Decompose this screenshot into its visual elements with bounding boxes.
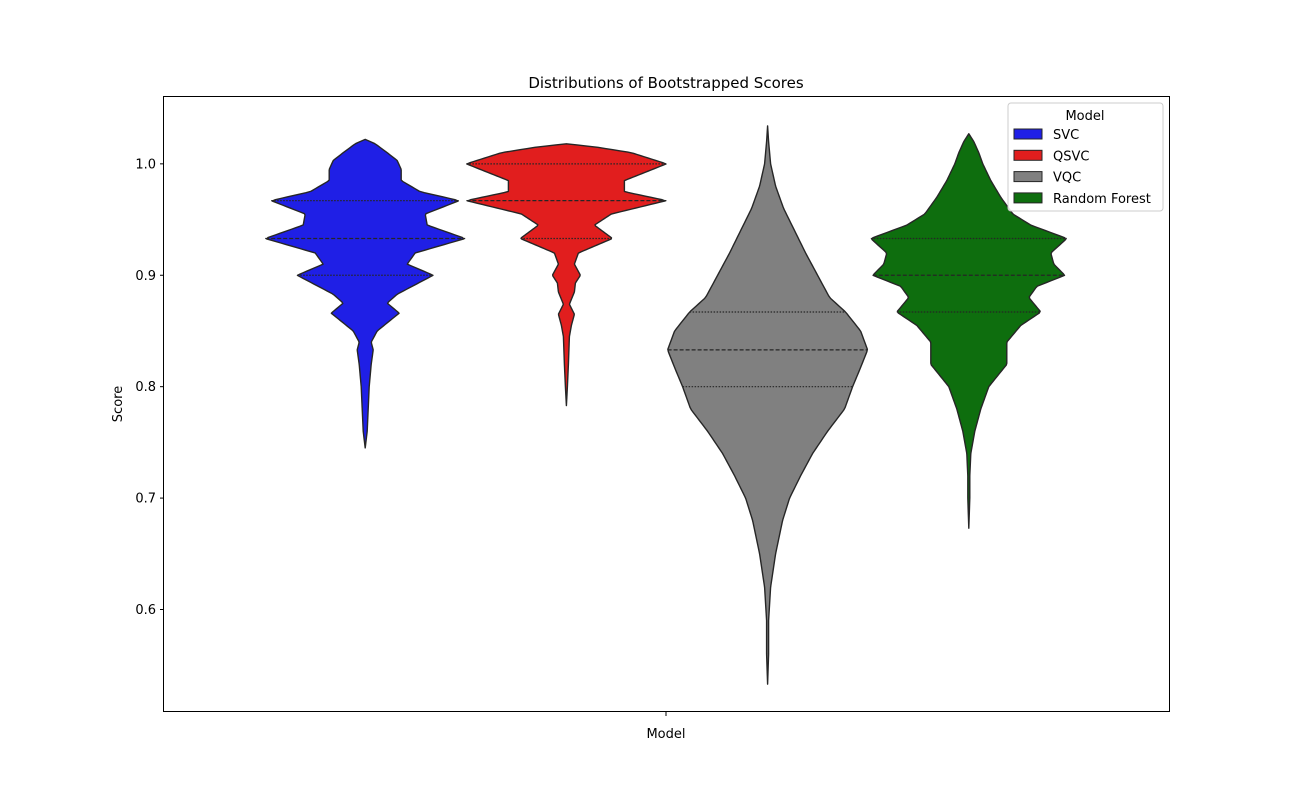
legend-label: QSVC: [1053, 149, 1089, 164]
legend-label: Random Forest: [1053, 192, 1151, 207]
y-axis-label: Score: [111, 386, 126, 422]
legend: Model SVC QSVC VQC Random Forest: [1007, 102, 1164, 212]
y-tick-label: 0.7: [135, 492, 156, 507]
legend-label: VQC: [1053, 171, 1081, 186]
violin-svc: [266, 138, 465, 449]
legend-swatch: [1013, 171, 1043, 183]
plot-area-frame: [163, 96, 1170, 712]
legend-title: Model: [1065, 109, 1104, 124]
legend-swatch: [1013, 149, 1043, 161]
legend-swatch: [1013, 128, 1043, 140]
legend-label: SVC: [1053, 128, 1079, 143]
x-axis-label: Model: [646, 727, 685, 742]
legend-items: SVC QSVC VQC Random Forest: [1013, 128, 1151, 207]
legend-swatch: [1013, 192, 1043, 204]
chart-title: Distributions of Bootstrapped Scores: [528, 74, 803, 92]
violins-layer: [266, 125, 1067, 685]
violin-qsvc: [466, 143, 667, 407]
y-tick-label: 0.6: [135, 603, 156, 618]
violin-random-forest: [871, 133, 1067, 529]
y-axis: 0.6 0.7 0.8 0.9 1.0: [135, 157, 164, 618]
quartile-lines-layer: [265, 163, 1067, 388]
y-tick-label: 0.8: [135, 380, 156, 395]
y-tick-label: 0.9: [135, 269, 156, 284]
y-tick-label: 1.0: [135, 157, 156, 172]
violin-vqc: [667, 125, 869, 685]
legend-frame: [1007, 102, 1164, 212]
x-axis: Model: [646, 712, 686, 742]
